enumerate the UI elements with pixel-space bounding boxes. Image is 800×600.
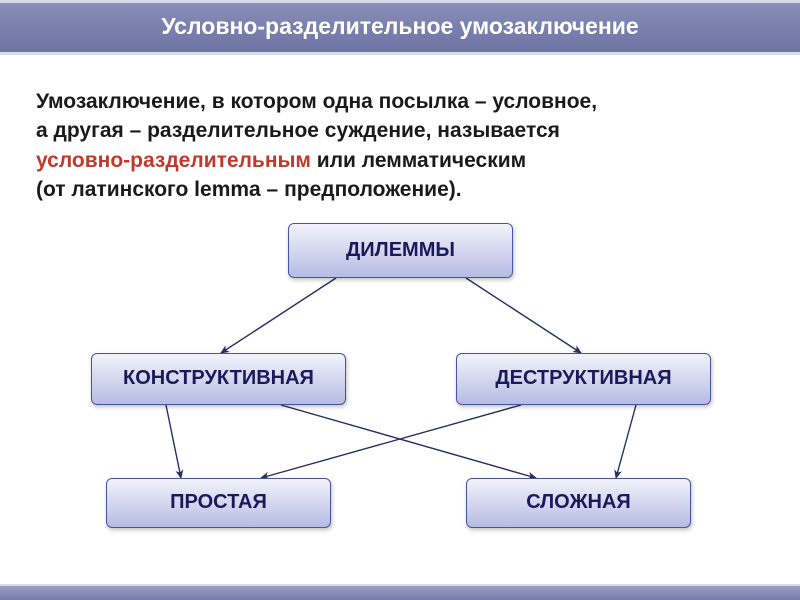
slide-title: Условно-разделительное умозаключение bbox=[161, 13, 638, 39]
edge-root-con bbox=[221, 278, 336, 353]
definition-text: Умозаключение, в котором одна посылка – … bbox=[36, 87, 764, 205]
edge-des-simp bbox=[261, 405, 521, 478]
node-comp: СЛОЖНАЯ bbox=[466, 478, 691, 528]
content-area: Умозаключение, в котором одна посылка – … bbox=[0, 55, 800, 543]
slide-title-bar: Условно-разделительное умозаключение bbox=[0, 0, 800, 55]
definition-line1: Умозаключение, в котором одна посылка – … bbox=[36, 90, 597, 113]
node-des: ДЕСТРУКТИВНАЯ bbox=[456, 353, 711, 405]
slide-footer-bar bbox=[0, 584, 800, 600]
edge-root-des bbox=[466, 278, 581, 353]
definition-line2: а другая – разделительное суждение, назы… bbox=[36, 119, 560, 142]
node-root: ДИЛЕММЫ bbox=[288, 223, 513, 278]
edge-con-comp bbox=[281, 405, 536, 478]
definition-line4: (от латинского lemma – предположение). bbox=[36, 178, 462, 201]
definition-highlight: условно-разделительным bbox=[36, 149, 311, 172]
node-simp: ПРОСТАЯ bbox=[106, 478, 331, 528]
edge-con-simp bbox=[166, 405, 181, 478]
edge-des-comp bbox=[616, 405, 636, 478]
node-con: КОНСТРУКТИВНАЯ bbox=[91, 353, 346, 405]
definition-line3-rest: или лемматическим bbox=[311, 149, 526, 172]
dilemma-diagram: ДИЛЕММЫ КОНСТРУКТИВНАЯ ДЕСТРУКТИВНАЯ ПРОСТА… bbox=[36, 223, 764, 543]
